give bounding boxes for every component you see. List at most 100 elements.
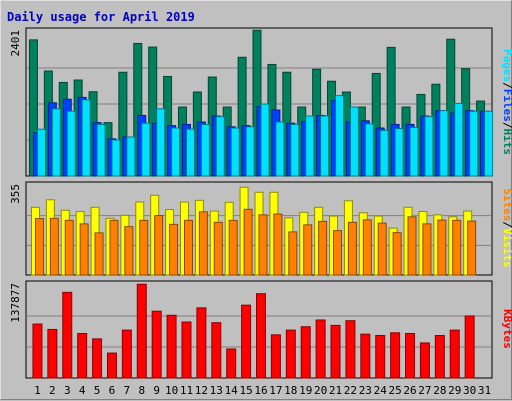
bar-sites-29 [452, 219, 462, 276]
x-tick-label: 6 [109, 384, 116, 397]
bar-kbytes-17 [270, 334, 281, 379]
bar-kbytes-12 [196, 307, 207, 379]
bar-pages-7 [126, 136, 136, 177]
bar-pages-29 [454, 102, 464, 177]
bar-pages-1 [36, 128, 46, 177]
x-tick-label: 14 [225, 384, 239, 397]
bar-sites-9 [154, 215, 164, 276]
x-tick-label: 16 [254, 384, 267, 397]
bar-sites-5 [94, 232, 104, 276]
bar-pages-12 [200, 123, 210, 177]
bar-sites-16 [258, 214, 268, 276]
bar-kbytes-24 [375, 335, 386, 379]
bar-kbytes-19 [300, 326, 311, 379]
bar-pages-8 [141, 122, 151, 177]
bar-sites-3 [64, 219, 74, 276]
x-tick-label: 3 [64, 384, 71, 397]
x-tick-label: 30 [463, 384, 476, 397]
bar-kbytes-22 [345, 320, 356, 379]
bar-sites-30 [467, 220, 477, 276]
bar-sites-28 [437, 219, 447, 276]
bar-sites-24 [377, 222, 387, 276]
bar-kbytes-2 [47, 328, 58, 379]
x-tick-label: 13 [210, 384, 223, 397]
bar-pages-15 [245, 126, 255, 177]
bar-kbytes-7 [121, 329, 132, 379]
bar-kbytes-29 [449, 329, 460, 379]
bar-kbytes-14 [226, 348, 237, 379]
bar-sites-20 [318, 220, 328, 276]
x-tick-label: 2 [49, 384, 56, 397]
bar-pages-24 [379, 129, 389, 177]
x-tick-label: 23 [359, 384, 372, 397]
bar-pages-27 [424, 116, 434, 177]
legend-entry: Files [501, 89, 512, 122]
bar-sites-22 [347, 221, 357, 276]
x-tick-label: 11 [180, 384, 193, 397]
x-tick-label: 8 [138, 384, 145, 397]
bar-pages-6 [111, 139, 121, 177]
bar-kbytes-6 [106, 352, 117, 379]
legend-entry: KBytes [501, 309, 512, 349]
x-tick-label: 25 [389, 384, 402, 397]
legend-entry: Pages [501, 49, 512, 82]
bar-pages-4 [81, 99, 91, 177]
bar-kbytes-11 [181, 321, 192, 379]
bar-kbytes-27 [419, 342, 430, 379]
x-tick-label: 1 [34, 384, 41, 397]
y-max-label: 355 [9, 184, 22, 204]
legend-kbytes: KBytes [501, 309, 512, 349]
y-max-label: 2401 [9, 30, 22, 57]
bar-sites-21 [333, 230, 343, 276]
bar-sites-2 [49, 217, 59, 276]
bar-sites-12 [198, 211, 208, 276]
bar-kbytes-15 [241, 304, 252, 379]
legend-entry: Hits [501, 129, 512, 156]
bar-sites-14 [228, 219, 238, 276]
bar-pages-11 [185, 128, 195, 177]
bar-sites-7 [124, 226, 134, 276]
x-tick-label: 4 [79, 384, 86, 397]
bar-pages-3 [66, 110, 76, 177]
bar-pages-9 [156, 108, 166, 177]
bar-sites-19 [303, 224, 313, 276]
bar-pages-17 [275, 121, 285, 177]
x-tick-label: 9 [153, 384, 160, 397]
x-tick-label: 19 [299, 384, 312, 397]
x-tick-label: 28 [433, 384, 446, 397]
bar-kbytes-21 [330, 324, 341, 379]
bar-pages-20 [320, 115, 330, 177]
bar-pages-25 [394, 128, 404, 177]
legend-entry: / [501, 122, 512, 129]
bar-sites-17 [273, 213, 283, 276]
bar-pages-2 [51, 108, 61, 177]
bar-kbytes-10 [166, 314, 177, 379]
x-tick-label: 26 [403, 384, 416, 397]
x-tick-label: 24 [374, 384, 388, 397]
bar-pages-18 [290, 123, 300, 177]
x-tick-label: 15 [239, 384, 252, 397]
bar-kbytes-26 [405, 332, 416, 379]
x-tick-label: 5 [94, 384, 101, 397]
bar-kbytes-28 [434, 335, 445, 379]
bar-kbytes-8 [136, 283, 147, 379]
bar-kbytes-20 [315, 319, 326, 379]
bar-sites-26 [407, 216, 417, 276]
bar-kbytes-25 [390, 332, 401, 379]
bar-pages-30 [469, 110, 479, 177]
bar-pages-13 [215, 116, 225, 177]
bar-sites-4 [79, 223, 89, 276]
bar-sites-6 [109, 219, 119, 276]
legend-hits-files-pages: Pages/Files/Hits [501, 49, 512, 155]
bar-sites-23 [362, 219, 372, 276]
bar-sites-1 [34, 218, 44, 276]
bar-kbytes-16 [256, 293, 266, 379]
bar-kbytes-5 [92, 338, 103, 379]
x-tick-label: 29 [448, 384, 461, 397]
x-tick-label: 22 [344, 384, 357, 397]
bar-kbytes-23 [360, 333, 371, 379]
bar-kbytes-18 [285, 329, 296, 379]
legend-entry: / [501, 221, 512, 228]
